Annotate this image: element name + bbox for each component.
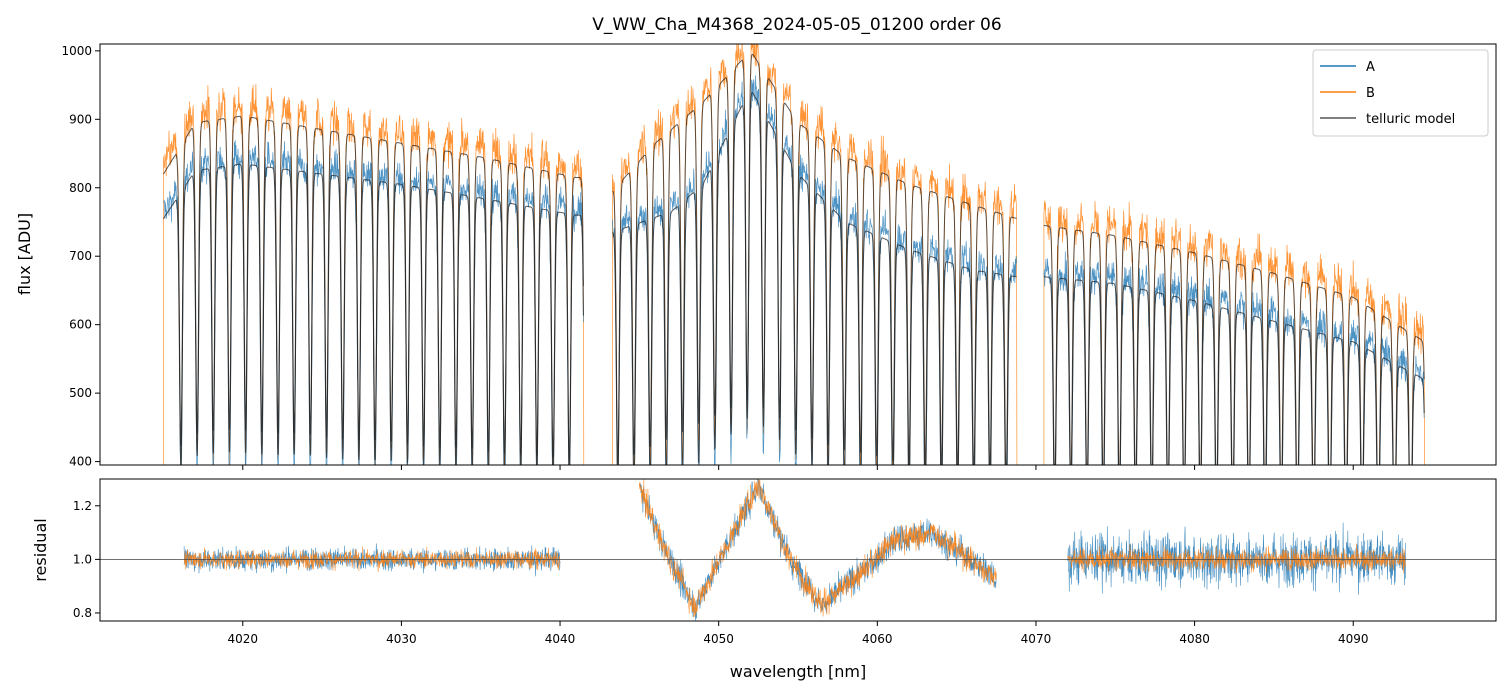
x-tick-label: 4080 bbox=[1179, 632, 1210, 646]
legend-frame bbox=[1312, 49, 1489, 137]
spectrum-y-axis-label: flux [ADU] bbox=[15, 213, 34, 295]
x-tick-label: 4020 bbox=[227, 632, 258, 646]
x-axis-label: wavelength [nm] bbox=[730, 662, 867, 681]
y-tick-label: 500 bbox=[69, 386, 92, 400]
y-tick-label: 400 bbox=[69, 455, 92, 469]
x-tick-label: 4090 bbox=[1338, 632, 1369, 646]
legend: A B telluric model bbox=[1312, 49, 1489, 137]
y-tick-label: 900 bbox=[69, 112, 92, 126]
residual-series-group bbox=[100, 479, 1496, 621]
spectrum-x-ticks bbox=[242, 465, 1354, 470]
residual-b-line bbox=[183, 479, 1406, 618]
chart-title: V_WW_Cha_M4368_2024-05-05_01200 order 06 bbox=[592, 15, 1001, 35]
residual-y-axis-label: residual bbox=[31, 518, 50, 581]
residual-x-ticks: 4020 4030 4040 4050 4060 4070 4080 4090 bbox=[227, 621, 1369, 646]
x-tick-label: 4040 bbox=[545, 632, 576, 646]
spectrum-series-group bbox=[163, 44, 1425, 465]
y-tick-label: 800 bbox=[69, 181, 92, 195]
x-tick-label: 4070 bbox=[1021, 632, 1052, 646]
y-tick-label: 1.0 bbox=[73, 552, 92, 566]
y-tick-label: 700 bbox=[69, 249, 92, 263]
legend-label-a: A bbox=[1366, 60, 1375, 75]
legend-label-b: B bbox=[1366, 86, 1375, 101]
residual-panel: 0.81.01.2 4020 4030 4040 4050 4060 4070 4080 40… bbox=[31, 478, 1497, 681]
residual-axes-frame bbox=[99, 478, 1497, 622]
residual-a-line bbox=[183, 479, 1406, 621]
spectrum-y-ticks: 400 500 600 700 800 900 1000 bbox=[61, 44, 100, 469]
spectrum-panel: 400 500 600 700 800 900 1000 flux [ADU] A B te… bbox=[15, 43, 1497, 470]
x-tick-label: 4060 bbox=[862, 632, 893, 646]
y-tick-label: 600 bbox=[69, 318, 92, 332]
x-tick-label: 4050 bbox=[703, 632, 734, 646]
spectrum-axes-frame bbox=[99, 43, 1497, 466]
y-tick-label: 1000 bbox=[61, 44, 92, 58]
y-tick-label: 1.2 bbox=[73, 499, 92, 513]
x-tick-label: 4030 bbox=[386, 632, 417, 646]
telluric-model-a-line bbox=[163, 91, 1425, 465]
y-tick-label: 0.8 bbox=[73, 606, 92, 620]
residual-y-ticks: 0.8 1.0 1.2 bbox=[73, 499, 100, 620]
legend-label-telluric: telluric model bbox=[1366, 112, 1455, 127]
